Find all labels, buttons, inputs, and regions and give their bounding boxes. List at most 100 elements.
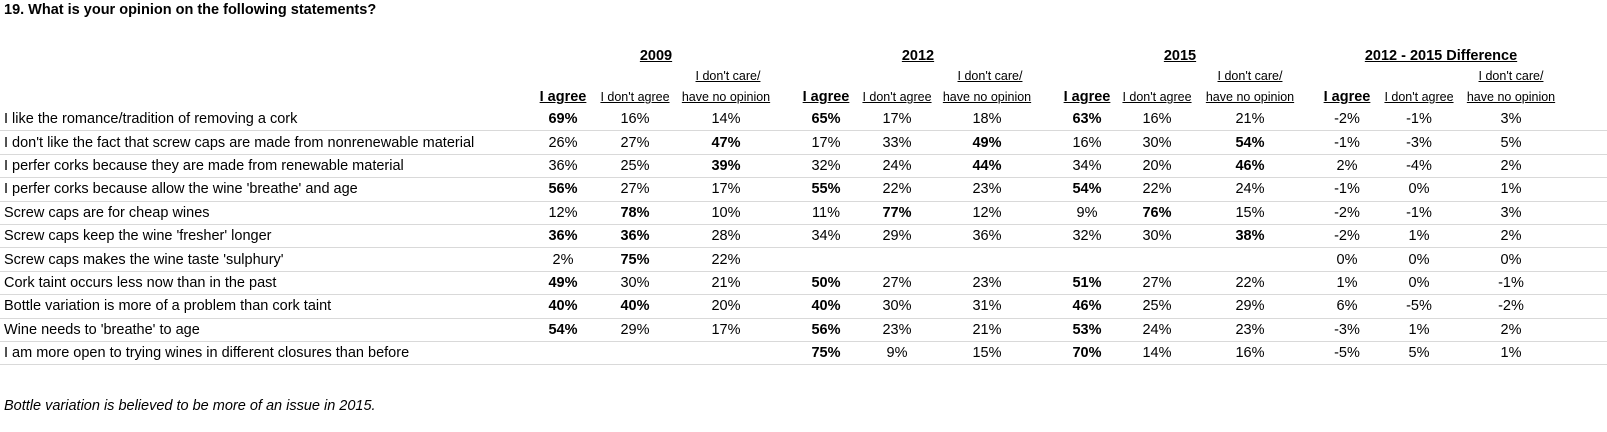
- value-cell: 76%: [1142, 204, 1172, 221]
- value-cell: 14%: [711, 111, 741, 128]
- value-cell: 51%: [1072, 274, 1102, 291]
- value-cell: 11%: [812, 204, 840, 221]
- opinion-table: 2009 2012 2015 2012 - 2015 Difference I don'…: [0, 46, 1607, 366]
- table-row: Bottle variation is more of a problem th…: [0, 295, 1607, 319]
- value-cell: -1%: [1334, 181, 1360, 198]
- value-cell: 20%: [1142, 157, 1172, 174]
- value-cell: 50%: [811, 274, 841, 291]
- column-header: I don't agree: [600, 90, 670, 104]
- column-header-row: I agree I don't agree have no opinion I agr…: [0, 86, 1607, 108]
- value-cell: 54%: [1235, 134, 1265, 151]
- value-cell: 1%: [1408, 321, 1430, 338]
- value-cell: -2%: [1334, 111, 1360, 128]
- column-header: I agree: [1323, 89, 1371, 105]
- value-cell: 23%: [882, 321, 912, 338]
- value-cell: 36%: [972, 228, 1002, 245]
- column-header: I don't agree: [1384, 90, 1454, 104]
- value-cell: 16%: [1072, 134, 1102, 151]
- group-header: 2012 - 2015 Difference: [1364, 48, 1518, 64]
- value-cell: 40%: [548, 298, 578, 315]
- value-cell: 16%: [620, 111, 650, 128]
- value-cell: 38%: [1235, 228, 1265, 245]
- value-cell: [1047, 248, 1127, 270]
- value-cell: 30%: [882, 298, 912, 315]
- year-header-row: 2009 2012 2015 2012 - 2015 Difference: [0, 46, 1607, 66]
- statement-label: Screw caps keep the wine 'fresher' longe…: [4, 228, 272, 245]
- statement-label: Screw caps makes the wine taste 'sulphur…: [4, 251, 284, 268]
- value-cell: 63%: [1072, 111, 1102, 128]
- statement-label: I like the romance/tradition of removing…: [4, 111, 298, 128]
- statement-label: I perfer corks because they are made fro…: [4, 157, 404, 174]
- value-cell: 77%: [882, 204, 912, 221]
- value-cell: 36%: [548, 157, 578, 174]
- table-row: Cork taint occurs less now than in the p…: [0, 272, 1607, 296]
- column-header: have no opinion: [942, 90, 1032, 104]
- value-cell: 32%: [1072, 228, 1102, 245]
- value-cell: 0%: [1500, 251, 1522, 268]
- value-cell: 1%: [1336, 274, 1358, 291]
- value-cell: 16%: [1142, 111, 1172, 128]
- value-cell: 0%: [1336, 251, 1358, 268]
- statement-label: I don't like the fact that screw caps ar…: [4, 134, 475, 151]
- value-cell: 2%: [1500, 321, 1522, 338]
- value-cell: 78%: [620, 204, 650, 221]
- value-cell: 24%: [882, 157, 912, 174]
- value-cell: 23%: [972, 274, 1002, 291]
- value-cell: 40%: [811, 298, 841, 315]
- value-cell: 26%: [548, 134, 578, 151]
- value-cell: 28%: [711, 228, 741, 245]
- value-cell: 47%: [711, 134, 741, 151]
- value-cell: 1%: [1500, 345, 1522, 362]
- value-cell: 53%: [1072, 321, 1102, 338]
- value-cell: 16%: [1235, 345, 1265, 362]
- column-header: have no opinion: [1205, 90, 1295, 104]
- value-cell: 2%: [1500, 157, 1522, 174]
- value-cell: [686, 342, 766, 364]
- value-cell: 24%: [1235, 181, 1265, 198]
- table-row: I don't like the fact that screw caps ar…: [0, 131, 1607, 155]
- group-header: 2015: [1163, 48, 1197, 64]
- value-cell: 17%: [711, 181, 741, 198]
- value-cell: -1%: [1334, 134, 1360, 151]
- value-cell: 24%: [1142, 321, 1172, 338]
- value-cell: 15%: [972, 345, 1002, 362]
- group-header: 2009: [639, 48, 673, 64]
- value-cell: [857, 248, 937, 270]
- value-cell: 9%: [1076, 204, 1098, 221]
- value-cell: [786, 248, 866, 270]
- value-cell: 22%: [1142, 181, 1172, 198]
- subheader-top: I don't care/: [1217, 69, 1283, 83]
- value-cell: 29%: [620, 321, 650, 338]
- value-cell: -2%: [1334, 228, 1360, 245]
- value-cell: -5%: [1406, 298, 1432, 315]
- value-cell: 44%: [972, 157, 1002, 174]
- value-cell: 2%: [1336, 157, 1358, 174]
- value-cell: 23%: [972, 181, 1002, 198]
- value-cell: -4%: [1406, 157, 1432, 174]
- column-header: I don't agree: [1122, 90, 1192, 104]
- value-cell: -2%: [1334, 204, 1360, 221]
- value-cell: 6%: [1336, 298, 1358, 315]
- value-cell: 3%: [1500, 111, 1522, 128]
- value-cell: [595, 342, 675, 364]
- value-cell: 29%: [1235, 298, 1265, 315]
- value-cell: 49%: [548, 274, 578, 291]
- value-cell: 36%: [620, 228, 650, 245]
- value-cell: 23%: [1235, 321, 1265, 338]
- footnote: Bottle variation is believed to be more …: [4, 398, 376, 414]
- value-cell: 69%: [548, 111, 578, 128]
- value-cell: 30%: [620, 274, 650, 291]
- value-cell: 21%: [711, 274, 741, 291]
- value-cell: 10%: [711, 204, 741, 221]
- statement-label: Wine needs to 'breathe' to age: [4, 321, 200, 338]
- value-cell: 33%: [882, 134, 912, 151]
- value-cell: 21%: [972, 321, 1002, 338]
- value-cell: 1%: [1408, 228, 1430, 245]
- value-cell: 75%: [620, 251, 650, 268]
- value-cell: 30%: [1142, 228, 1172, 245]
- statement-label: I perfer corks because allow the wine 'b…: [4, 181, 358, 198]
- value-cell: 27%: [620, 181, 650, 198]
- value-cell: 22%: [711, 251, 741, 268]
- question-title: 19. What is your opinion on the followin…: [4, 2, 377, 18]
- table-row: Screw caps makes the wine taste 'sulphur…: [0, 248, 1607, 272]
